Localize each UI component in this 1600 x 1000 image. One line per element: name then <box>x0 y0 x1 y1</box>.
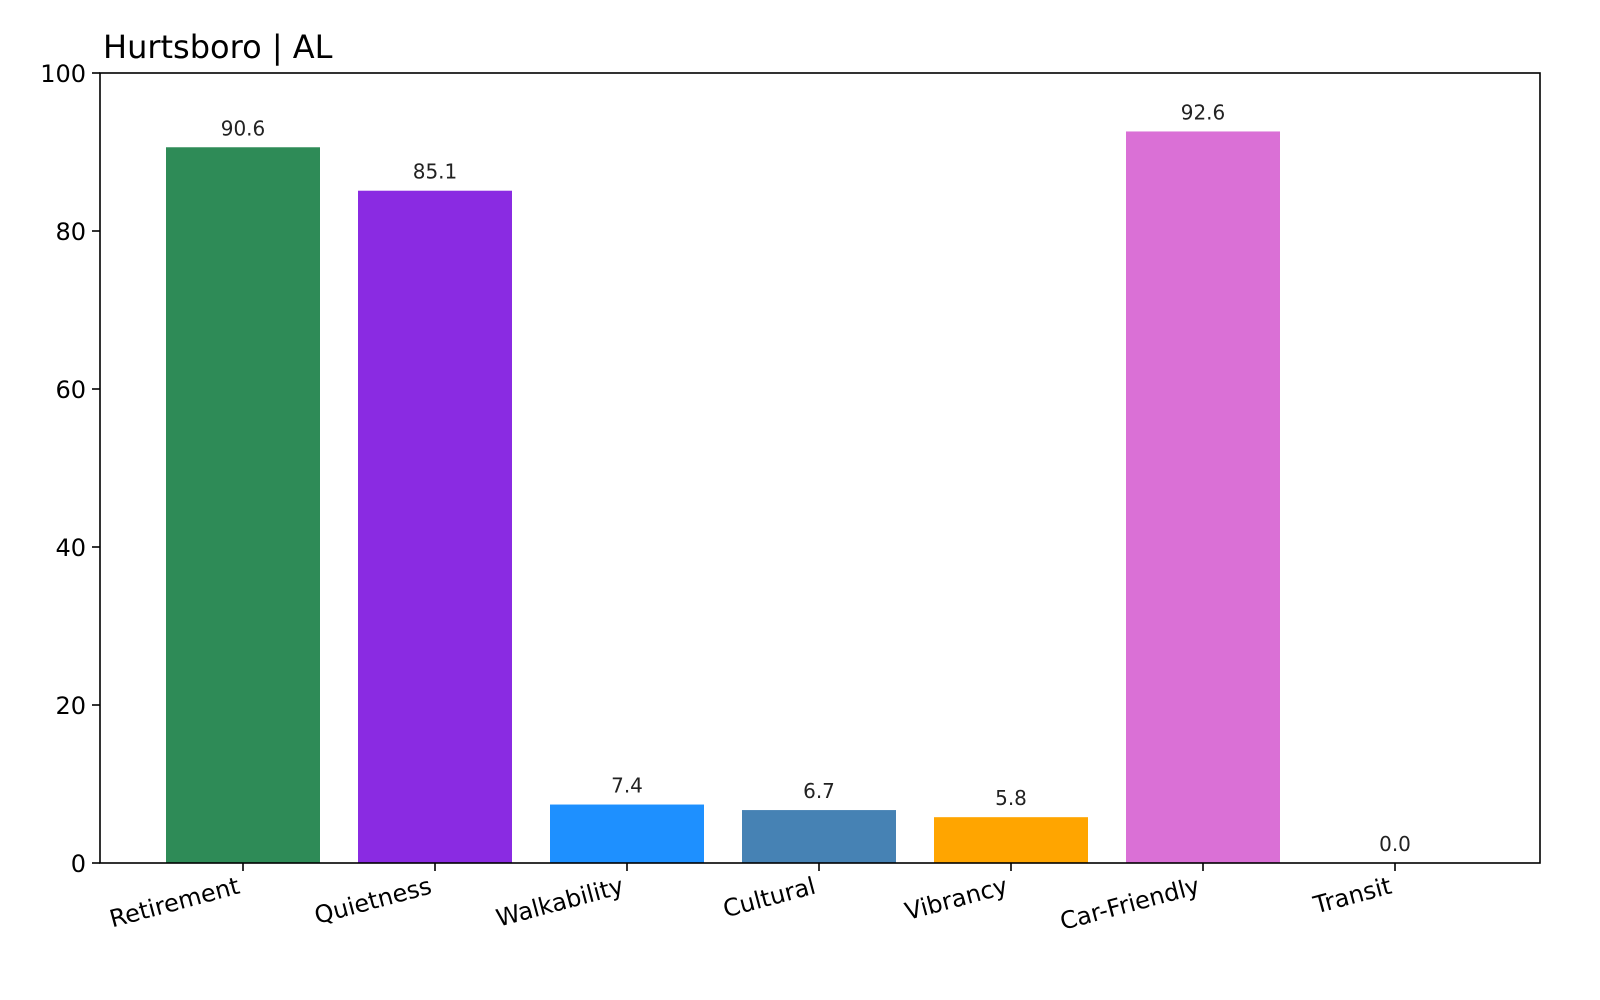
x-tick-label-quietness: Quietness <box>311 872 434 930</box>
data-label-quietness: 85.1 <box>413 160 458 184</box>
y-tick-label-60: 60 <box>55 376 86 404</box>
y-tick-label-0: 0 <box>71 850 86 878</box>
data-label-cultural: 6.7 <box>803 779 835 803</box>
x-tick-label-walkability: Walkability <box>493 872 626 933</box>
y-tick-label-20: 20 <box>55 692 86 720</box>
chart-title: Hurtsboro | AL <box>103 28 333 66</box>
bar-retirement <box>166 147 320 863</box>
data-label-car-friendly: 92.6 <box>1181 100 1226 124</box>
data-label-vibrancy: 5.8 <box>995 786 1027 810</box>
x-tick-label-retirement: Retirement <box>107 872 243 934</box>
bars-layer <box>166 131 1280 863</box>
bar-vibrancy <box>934 817 1088 863</box>
bar-car-friendly <box>1126 131 1280 863</box>
data-label-retirement: 90.6 <box>221 116 266 140</box>
y-tick-label-40: 40 <box>55 534 86 562</box>
x-tick-label-car-friendly: Car-Friendly <box>1057 872 1203 936</box>
data-label-walkability: 7.4 <box>611 774 643 798</box>
x-tick-label-transit: Transit <box>1310 872 1395 920</box>
bar-quietness <box>358 190 512 863</box>
data-labels-layer: 90.6 85.1 7.4 6.7 5.8 92.6 0.0 <box>221 100 1411 856</box>
bar-walkability <box>550 804 704 863</box>
x-axis: Retirement Quietness Walkability Cultural Vi… <box>107 863 1396 936</box>
x-tick-label-vibrancy: Vibrancy <box>902 872 1011 926</box>
y-tick-label-100: 100 <box>40 60 86 88</box>
bar-cultural <box>742 810 896 863</box>
plot-frame <box>99 72 1541 864</box>
x-tick-label-cultural: Cultural <box>720 872 819 924</box>
y-axis: 0 20 40 60 80 100 <box>40 60 100 878</box>
y-tick-label-80: 80 <box>55 218 86 246</box>
data-label-transit: 0.0 <box>1379 832 1411 856</box>
